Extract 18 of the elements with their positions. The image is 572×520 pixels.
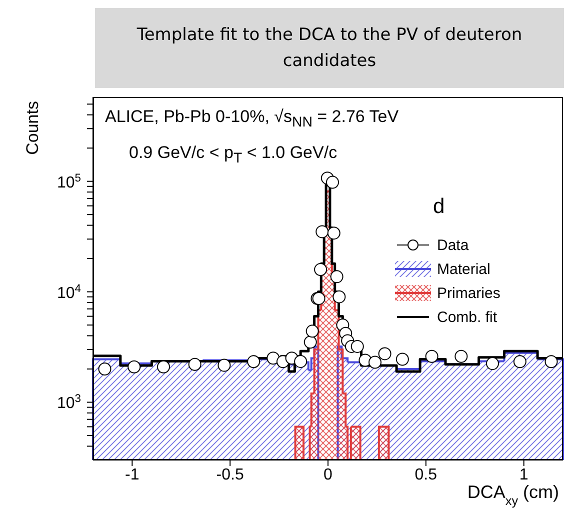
x-tick-label: 1: [519, 466, 528, 484]
annotation: 0.9 GeV/c < p$_{T}$ < 1.0 GeV/c: [129, 143, 338, 166]
y-tick-label: 10$^{4}$: [56, 282, 81, 302]
y-tick-label: 10$^{5}$: [56, 172, 81, 192]
legend-label: Primaries: [437, 284, 500, 302]
x-tick-label: -1: [125, 466, 140, 484]
x-tick-label: 0.5: [414, 466, 438, 484]
legend-label: Material: [437, 260, 490, 278]
y-axis-title: Counts: [23, 101, 42, 155]
annotation: d: [433, 195, 445, 219]
y-tick-label: 10$^{3}$: [56, 393, 81, 412]
x-tick-label: -0.5: [216, 466, 244, 484]
chart-title: Template fit to the DCA to the PV of deuteron candidates: [95, 8, 564, 88]
legend-label: Comb. fit: [437, 308, 498, 326]
x-axis-title: DCA$_{xy}$ (cm): [467, 482, 559, 508]
annotation: ALICE, Pb-Pb 0-10%, √s$_{NN}$ = 2.76 TeV: [105, 107, 399, 130]
x-tick-label: 0: [324, 466, 333, 484]
legend-label: Data: [437, 236, 469, 254]
